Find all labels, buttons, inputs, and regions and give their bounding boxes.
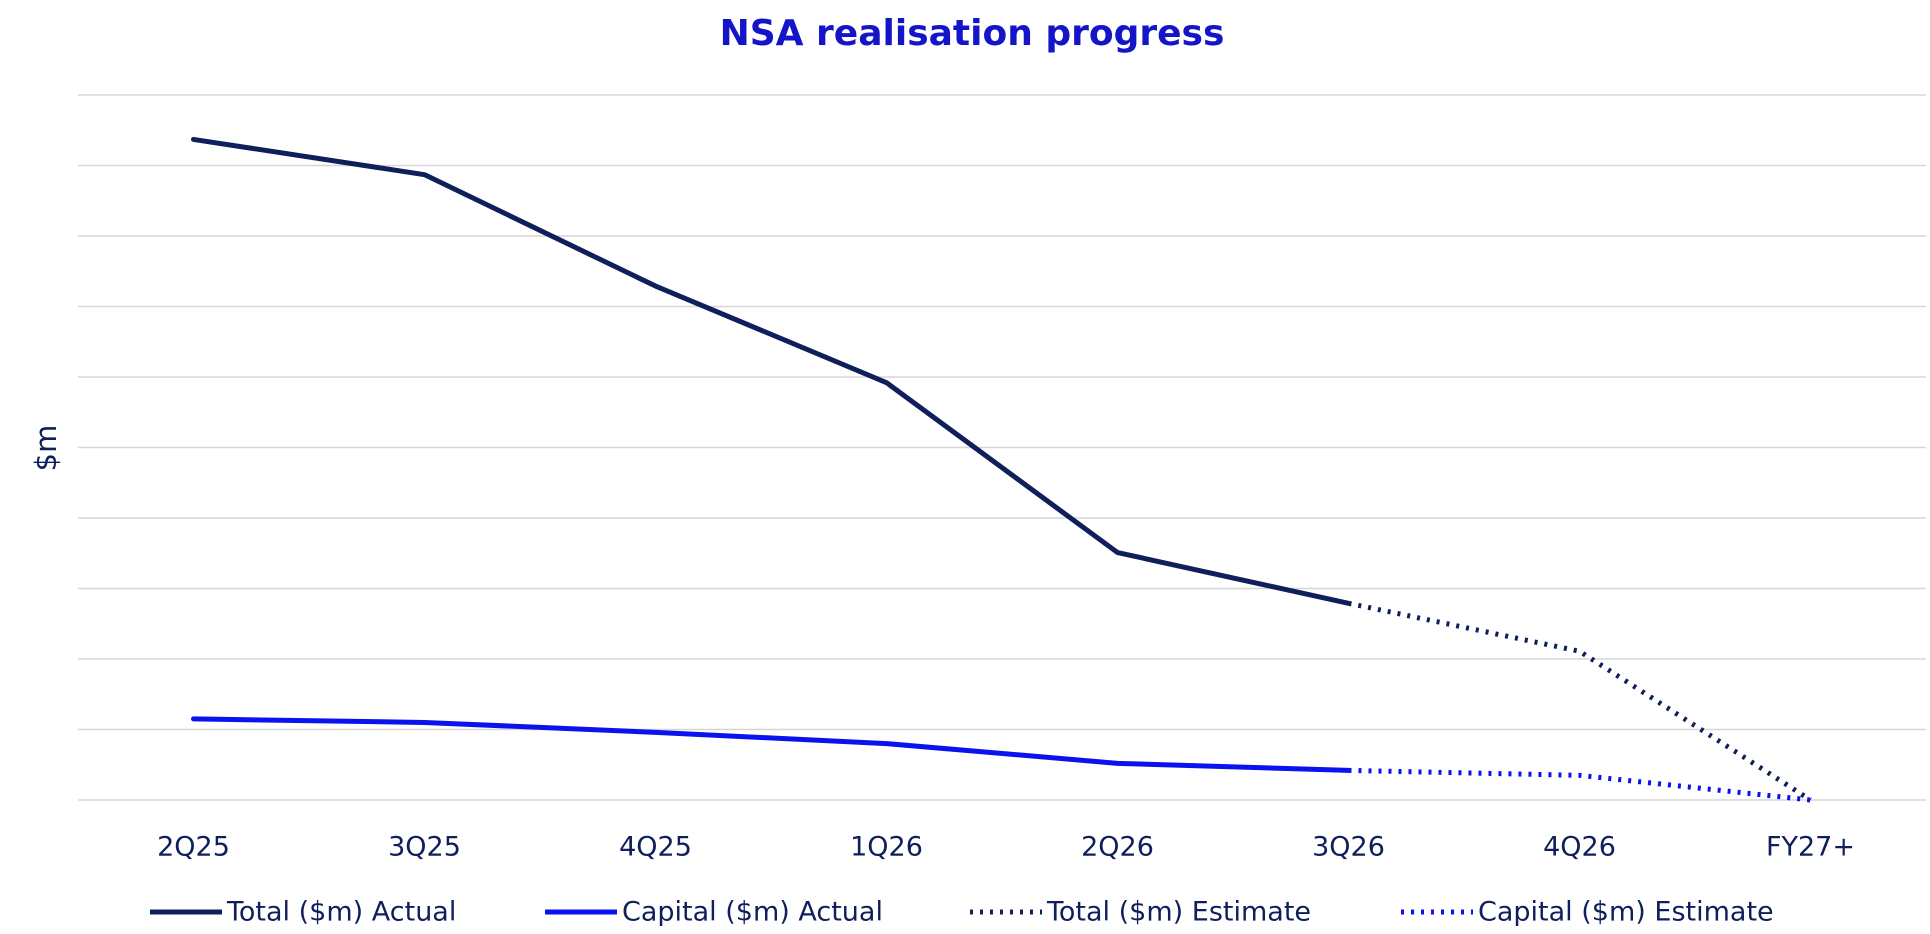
legend-label: Capital ($m) Actual [622, 897, 883, 928]
x-tick-label: 2Q26 [1081, 832, 1154, 863]
x-tick-label: 3Q25 [388, 832, 461, 863]
x-tick-label: 3Q26 [1312, 832, 1385, 863]
x-tick-label: FY27+ [1766, 832, 1855, 863]
series-line [191, 716, 1351, 773]
legend-label: Total ($m) Estimate [1046, 897, 1311, 928]
x-tick-label: 1Q26 [850, 832, 923, 863]
x-tick-label: 2Q25 [157, 832, 230, 863]
x-tick-label: 4Q26 [1543, 832, 1616, 863]
x-tick-label: 4Q25 [619, 832, 692, 863]
series-line [191, 136, 1351, 606]
y-axis-label: $m [29, 425, 63, 472]
chart-title: NSA realisation progress [720, 13, 1225, 54]
legend-label: Total ($m) Actual [226, 897, 456, 928]
series-line [1348, 767, 1811, 803]
series-line [1347, 600, 1812, 803]
legend-label: Capital ($m) Estimate [1478, 897, 1774, 928]
